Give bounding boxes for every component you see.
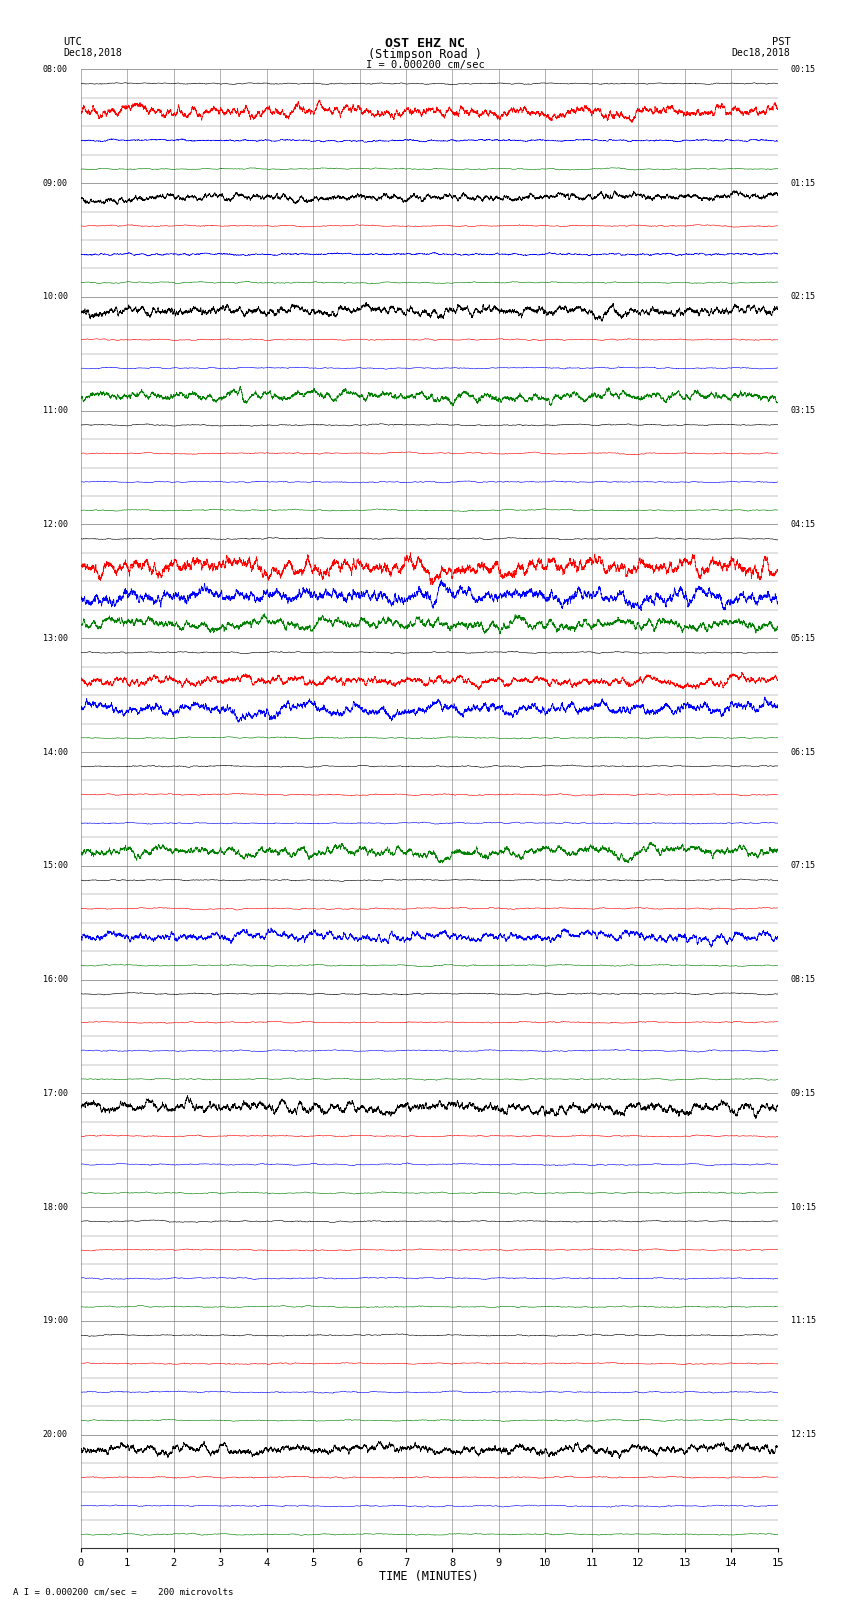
Text: 12:00: 12:00 — [42, 519, 68, 529]
Text: I = 0.000200 cm/sec: I = 0.000200 cm/sec — [366, 60, 484, 69]
Text: 09:00: 09:00 — [42, 179, 68, 187]
Text: 08:00: 08:00 — [42, 65, 68, 74]
Text: 16:00: 16:00 — [42, 976, 68, 984]
Text: 19:00: 19:00 — [42, 1316, 68, 1326]
Text: 00:15: 00:15 — [790, 65, 816, 74]
Text: 14:00: 14:00 — [42, 747, 68, 756]
Text: 02:15: 02:15 — [790, 292, 816, 302]
Text: 17:00: 17:00 — [42, 1089, 68, 1098]
Text: 04:15: 04:15 — [790, 519, 816, 529]
Text: OST EHZ NC: OST EHZ NC — [385, 37, 465, 50]
Text: 09:15: 09:15 — [790, 1089, 816, 1098]
Text: Dec18,2018: Dec18,2018 — [64, 48, 122, 58]
Text: PST: PST — [772, 37, 791, 47]
Text: 05:15: 05:15 — [790, 634, 816, 642]
Text: 07:15: 07:15 — [790, 861, 816, 871]
Text: 10:00: 10:00 — [42, 292, 68, 302]
Text: 18:00: 18:00 — [42, 1203, 68, 1211]
Text: 10:15: 10:15 — [790, 1203, 816, 1211]
Text: UTC: UTC — [64, 37, 82, 47]
Text: 13:00: 13:00 — [42, 634, 68, 642]
Text: (Stimpson Road ): (Stimpson Road ) — [368, 48, 482, 61]
Text: 01:15: 01:15 — [790, 179, 816, 187]
Text: 03:15: 03:15 — [790, 406, 816, 415]
Text: 12:15: 12:15 — [790, 1431, 816, 1439]
Text: 15:00: 15:00 — [42, 861, 68, 871]
Text: 08:15: 08:15 — [790, 976, 816, 984]
Text: A I = 0.000200 cm/sec =    200 microvolts: A I = 0.000200 cm/sec = 200 microvolts — [13, 1587, 233, 1597]
Text: Dec18,2018: Dec18,2018 — [732, 48, 791, 58]
Text: 06:15: 06:15 — [790, 747, 816, 756]
Text: 11:15: 11:15 — [790, 1316, 816, 1326]
Text: 20:00: 20:00 — [42, 1431, 68, 1439]
Text: 11:00: 11:00 — [42, 406, 68, 415]
X-axis label: TIME (MINUTES): TIME (MINUTES) — [379, 1571, 479, 1584]
